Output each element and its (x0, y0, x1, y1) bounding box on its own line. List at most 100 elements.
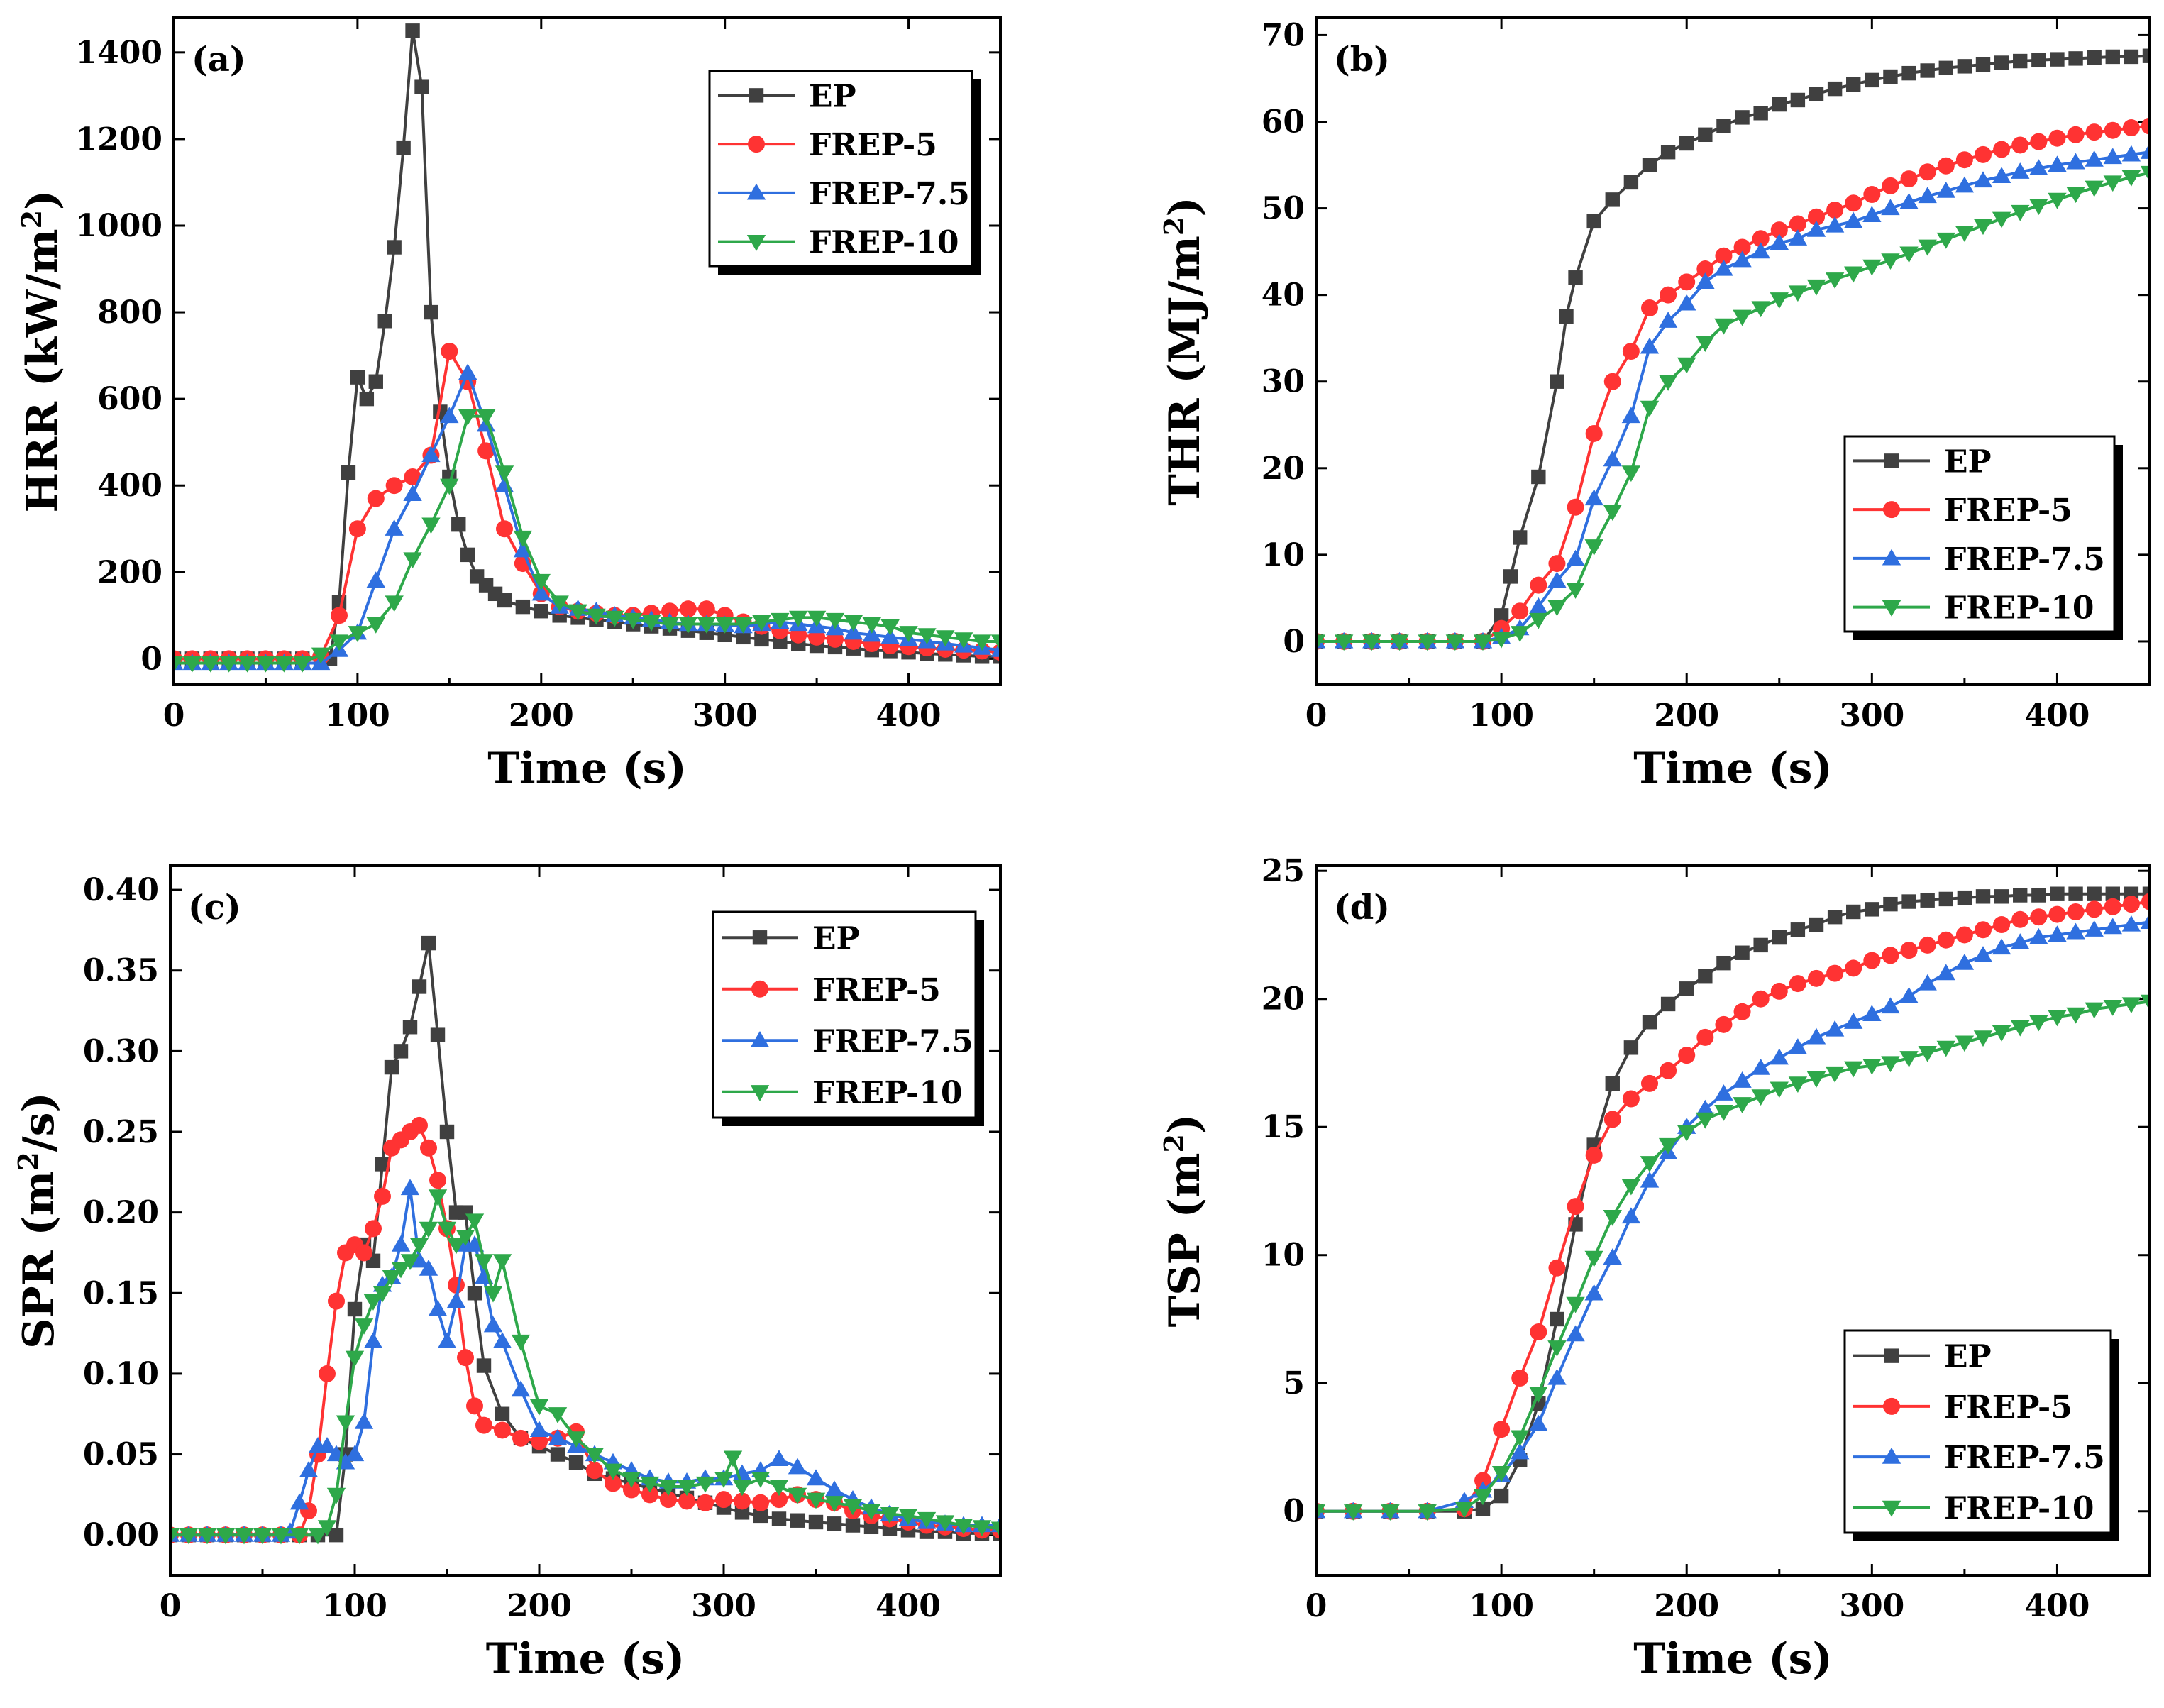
data-point (1559, 309, 1574, 324)
data-point (1881, 199, 1900, 216)
data-point (2121, 145, 2141, 162)
data-point (1696, 260, 1714, 278)
data-point (2011, 204, 2030, 221)
x-axis-title: Time (s) (487, 744, 687, 793)
data-point (2066, 922, 2085, 940)
data-point (400, 1254, 420, 1271)
data-point (1863, 952, 1881, 969)
data-point (437, 1221, 457, 1238)
data-point (347, 1301, 363, 1317)
data-point (359, 391, 375, 407)
data-point (1418, 634, 1437, 651)
legend: EP FREP-5 FREP-7.5 FREP-10 (1843, 1329, 2119, 1541)
data-point (174, 656, 184, 673)
data-point (954, 632, 973, 649)
data-point (972, 1520, 992, 1537)
legend-box (712, 910, 977, 1119)
data-point (368, 374, 383, 389)
data-point (660, 1491, 677, 1509)
data-point (1975, 921, 1992, 939)
x-tick-label: 0 (160, 1588, 182, 1624)
data-point (1770, 221, 1788, 239)
legend-label: FREP-10 (812, 1075, 963, 1111)
data-point (1882, 177, 1899, 194)
y-tick-label: 0.35 (83, 953, 159, 989)
data-point (1788, 229, 1808, 246)
series-frep-10 (1316, 165, 2150, 651)
data-point (1865, 902, 1879, 917)
x-tick-label: 300 (1839, 698, 1904, 734)
legend: EP FREP-5 FREP-7.5 FREP-10 (1843, 435, 2123, 640)
data-point (515, 599, 531, 615)
legend-box (1843, 435, 2116, 633)
panel-d-tsp: 0 100 200 300 400 0 5 10 15 20 25 (d) Time (s) TSP (m… (1158, 853, 2151, 1684)
data-point (403, 485, 422, 502)
data-point (289, 1528, 309, 1545)
data-point (1491, 632, 1511, 649)
panel-c-spr: 0 100 200 300 400 0.00 0.05 0.10 0.15 0.20 0.25 0.3… (12, 864, 1002, 1684)
data-point (1714, 1104, 1733, 1121)
legend-label: EP (1944, 1339, 1992, 1375)
data-point (1790, 922, 1806, 937)
data-point (736, 629, 751, 645)
data-point (448, 1276, 465, 1294)
data-point (1454, 1502, 1474, 1519)
data-point (1789, 215, 1806, 233)
data-point (2048, 905, 2066, 923)
x-tick-label: 0 (1305, 1588, 1327, 1624)
data-point (2066, 1007, 2085, 1024)
data-point (548, 1428, 568, 1445)
data-point (1362, 634, 1381, 651)
data-point (769, 1480, 789, 1497)
data-point (1863, 186, 1881, 204)
data-point (289, 1493, 309, 1510)
data-point (1715, 1015, 1733, 1033)
data-point (641, 615, 661, 632)
legend-label: FREP-10 (1944, 590, 2094, 627)
data-point (660, 617, 680, 634)
legend-marker (1883, 501, 1900, 519)
data-point (2104, 898, 2121, 915)
data-point (972, 634, 992, 651)
data-point (412, 979, 427, 994)
data-point (1567, 498, 1584, 516)
legend-marker (1882, 600, 1901, 617)
data-point (1547, 1368, 1567, 1385)
data-point (329, 634, 349, 651)
data-point (790, 1513, 805, 1528)
data-point (1900, 942, 1918, 959)
data-point (1621, 1207, 1641, 1224)
data-point (640, 1476, 660, 1493)
legend-label: FREP-10 (809, 225, 959, 261)
x-tick-label: 400 (876, 1588, 941, 1624)
data-point (1918, 1045, 1937, 1062)
data-point (441, 343, 458, 360)
data-point (1418, 1504, 1437, 1521)
data-point (1881, 253, 1900, 270)
data-point (1696, 272, 1715, 289)
data-point (1992, 167, 2011, 184)
data-point (566, 1431, 586, 1448)
plot-frame (1315, 864, 2151, 1577)
data-point (898, 1509, 918, 1526)
y-tick-label: 1400 (76, 35, 162, 71)
data-point (475, 1416, 492, 1434)
data-point (2050, 52, 2065, 67)
data-point (531, 573, 551, 590)
data-point (899, 626, 918, 642)
data-point (1899, 192, 1919, 209)
data-point (1973, 1030, 1993, 1047)
data-point (1473, 634, 1493, 651)
data-point (336, 1415, 355, 1432)
data-point (1584, 489, 1603, 506)
y-tick-label: 40 (1262, 277, 1305, 314)
data-point (1316, 634, 1326, 651)
data-point (788, 1487, 807, 1504)
data-point (2048, 1010, 2067, 1027)
data-point (1735, 945, 1750, 960)
data-point (935, 1515, 955, 1532)
data-point (2067, 903, 2085, 920)
data-point (1529, 597, 1548, 614)
data-point (1735, 110, 1750, 125)
